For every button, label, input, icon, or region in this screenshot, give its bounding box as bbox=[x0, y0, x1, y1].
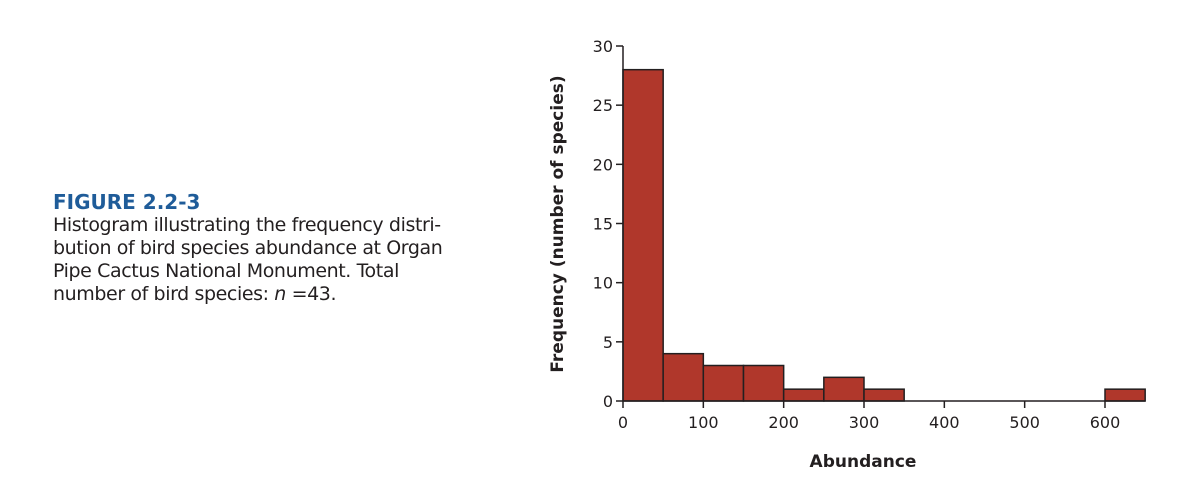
y-tick-label: 10 bbox=[593, 274, 613, 293]
caption-line: bution of bird species abundance at Orga… bbox=[53, 237, 443, 259]
caption-line: Histogram illustrating the frequency dis… bbox=[53, 214, 441, 236]
y-tick-label: 5 bbox=[603, 333, 613, 352]
histogram-bar bbox=[782, 388, 825, 402]
x-tick-label: 400 bbox=[929, 413, 960, 432]
histogram-bar bbox=[662, 352, 705, 402]
bars bbox=[622, 68, 1146, 402]
x-tick-label: 100 bbox=[688, 413, 719, 432]
caption-text: number of bird species: bbox=[53, 283, 275, 305]
y-tick-label: 15 bbox=[593, 215, 613, 234]
figure-caption: FIGURE 2.2-3 Histogram illustrating the … bbox=[53, 190, 493, 306]
y-tick-label: 20 bbox=[593, 155, 613, 174]
histogram-bar bbox=[702, 364, 745, 402]
figure-label: FIGURE 2.2-3 bbox=[53, 190, 201, 214]
histogram-bar bbox=[622, 68, 664, 402]
caption-text: =43. bbox=[285, 283, 337, 305]
histogram-bar bbox=[823, 376, 865, 402]
histogram-bar bbox=[863, 388, 905, 402]
histogram-bar bbox=[1104, 388, 1146, 402]
caption-line: number of bird species: n =43. bbox=[53, 283, 493, 306]
caption-variable: n bbox=[274, 283, 286, 305]
x-axis-label: Abundance bbox=[810, 452, 917, 472]
y-axis-label: Frequency (number of species) bbox=[548, 75, 568, 372]
x-tick-label: 300 bbox=[849, 413, 880, 432]
y-tick-label: 25 bbox=[593, 96, 613, 115]
x-tick-label: 0 bbox=[618, 413, 628, 432]
x-tick-label: 500 bbox=[1009, 413, 1040, 432]
y-tick-label: 30 bbox=[593, 37, 613, 56]
x-tick-label: 200 bbox=[768, 413, 799, 432]
histogram-bar bbox=[742, 364, 785, 402]
x-tick-label: 600 bbox=[1090, 413, 1121, 432]
y-tick-label: 0 bbox=[603, 392, 613, 411]
caption-line: Pipe Cactus National Monument. Total bbox=[53, 260, 399, 282]
